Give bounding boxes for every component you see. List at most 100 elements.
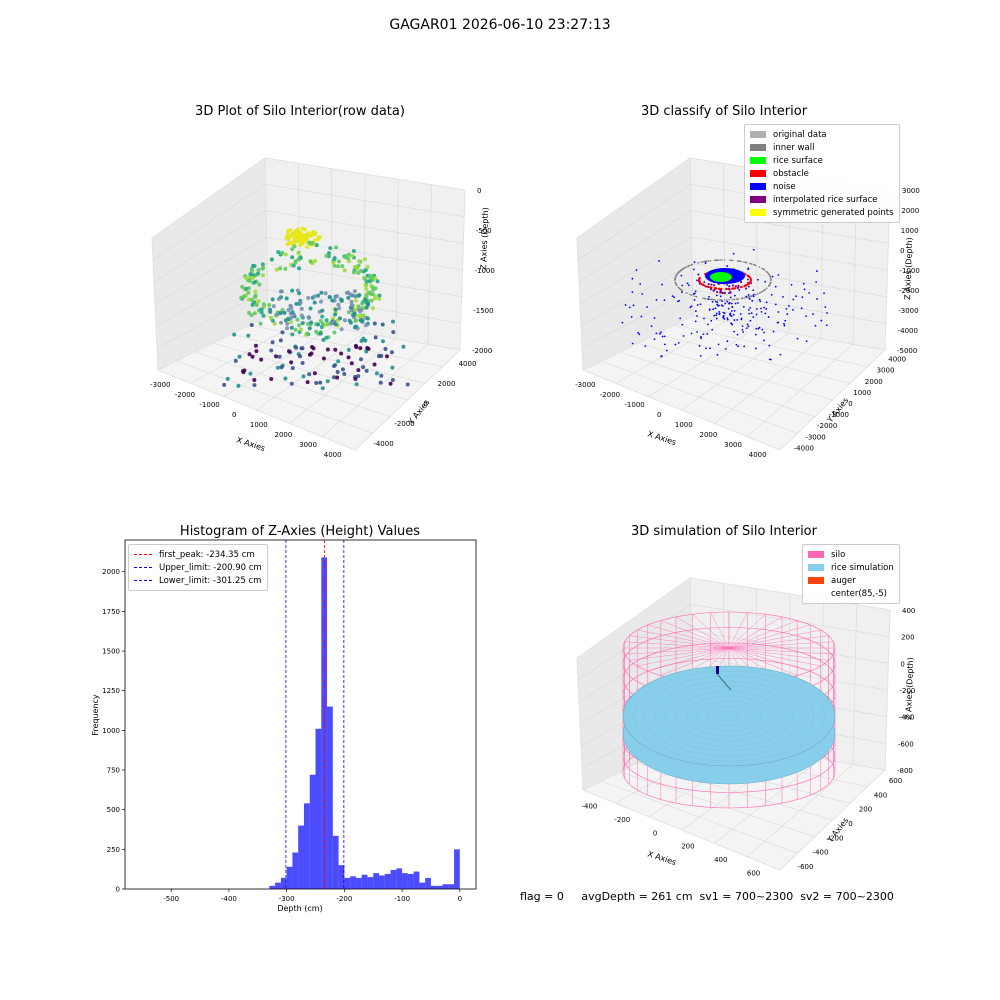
panel1-point [336,359,341,364]
panel2-point [635,269,638,271]
panel1-point [373,294,378,299]
panel2-point [661,335,664,338]
panel2-point [717,343,720,346]
panel1-point [306,295,311,300]
panel1-point [250,302,255,307]
silo-spoke [692,614,730,649]
histogram-bar [303,803,310,889]
histogram-ytick: 1750 [102,608,120,616]
panel1-point [305,244,310,249]
panel1-point [365,302,370,307]
panel1-point [290,310,295,315]
panel1-point [278,311,283,316]
panel4-ytick: 200 [859,806,872,814]
panel2-point [700,261,703,263]
panel1-point [297,266,302,271]
panel1-point [275,365,280,370]
panel2-ytick: -4000 [794,444,814,452]
panel1-xlabel: X Axies [235,435,266,453]
panel2-point [716,303,718,306]
panel1-point [372,321,377,326]
histogram-xtick: 0 [458,895,462,903]
panel2-point [696,304,699,306]
panel1-point [363,297,368,302]
panel1-point [305,380,310,385]
panel2-point [732,259,734,262]
panel1-point [277,354,282,359]
panel1-point [271,304,276,309]
panel1-point [274,267,279,272]
histogram-xtick: -300 [279,895,295,903]
panel2-point [711,298,713,301]
panel2-title: 3D classify of Silo Interior [640,104,808,119]
auger-shaft [716,673,732,691]
panel1-point [276,297,281,302]
panel1-point [390,365,395,370]
panel2-point [791,309,794,311]
panel2-point [723,299,726,301]
silo-spoke [728,620,798,649]
histogram-bar [315,728,322,889]
panel1-point [366,346,371,351]
panel2-point [736,333,739,336]
panel1-point [252,377,257,382]
panel2-point [790,283,793,286]
panel2-point [747,275,750,278]
panel2-point [739,313,742,315]
legend-swatch [750,131,766,138]
silo-spoke [728,624,811,649]
panel1-point [282,310,287,315]
silo-spoke [728,641,834,649]
panel1-point [357,259,362,264]
panel2-point [703,284,706,287]
panel2-point [741,297,744,300]
legend-label: rice surface [773,155,823,166]
panel1-point [269,376,274,381]
histogram-ytick: 1250 [102,687,120,695]
panel1-point [286,349,291,354]
panel2-ytick: 4000 [888,356,906,364]
panel2-point [726,300,729,303]
panel1-point [236,383,241,388]
panel2-point [661,283,663,286]
panel2-point [631,277,634,280]
panel1-point [346,295,351,300]
panel1-point [360,319,365,324]
panel2-point [717,305,719,307]
panel2-point [754,347,757,350]
panel4-ztick: 0 [900,660,904,668]
panel1-point [318,299,323,304]
panel2-point [719,290,722,293]
panel2-xtick: 3000 [724,441,742,449]
panel1-point [389,350,394,355]
panel2-point [755,308,758,310]
panel1-point [324,318,329,323]
panel1-point [286,308,291,313]
panel4-xtick: -400 [581,803,597,811]
panel2-point [716,299,719,301]
panel1-point [342,372,347,377]
panel2-point [659,332,661,335]
histogram-bar [390,869,397,889]
panel2-ztick: -3000 [898,307,918,315]
legend-line [134,554,152,555]
panel2-point [801,296,804,299]
panel1-point [320,314,325,319]
panel2-point [800,307,803,310]
panel2-point [750,312,753,315]
panel2-point [678,287,681,290]
panel1-point [367,279,372,284]
panel1-point [256,271,261,276]
panel2-point [720,287,723,291]
panel1-point [339,298,344,303]
panel1-ztick: -2000 [472,347,492,355]
panel2-ztick: 0 [900,247,904,255]
panel2-legend-item: noise [750,180,894,193]
panel1-point [260,273,265,278]
panel1-ytick: -4000 [373,440,393,448]
panel1-point [370,306,375,311]
panel1-point [290,240,295,245]
histogram-bar [413,871,420,889]
panel2-point [740,285,743,289]
histogram-bar [407,873,414,889]
